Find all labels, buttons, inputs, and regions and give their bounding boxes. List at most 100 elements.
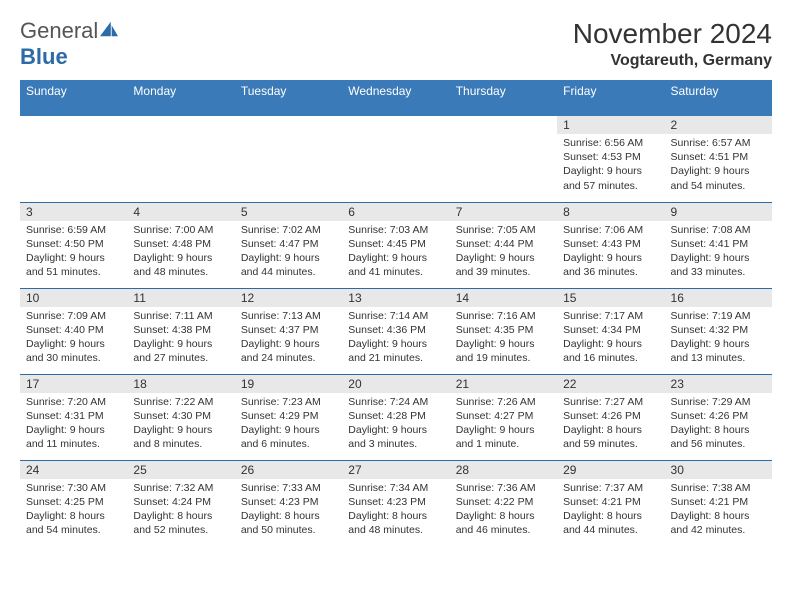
sunset-text: Sunset: 4:34 PM (563, 323, 658, 337)
sunrise-text: Sunrise: 6:56 AM (563, 136, 658, 150)
daylight-text: Daylight: 8 hours and 56 minutes. (671, 423, 766, 451)
calendar-week-row: 3Sunrise: 6:59 AMSunset: 4:50 PMDaylight… (20, 202, 772, 288)
day-number: 15 (557, 289, 664, 307)
daylight-text: Daylight: 9 hours and 44 minutes. (241, 251, 336, 279)
sunset-text: Sunset: 4:41 PM (671, 237, 766, 251)
sunset-text: Sunset: 4:50 PM (26, 237, 121, 251)
weekday-sunday: Sunday (20, 80, 127, 102)
day-number: 3 (20, 203, 127, 221)
daylight-text: Daylight: 9 hours and 41 minutes. (348, 251, 443, 279)
day-details: Sunrise: 7:14 AMSunset: 4:36 PMDaylight:… (342, 307, 449, 370)
day-number: 30 (665, 461, 772, 479)
sunrise-text: Sunrise: 7:23 AM (241, 395, 336, 409)
calendar-day-cell (450, 116, 557, 202)
sunrise-text: Sunrise: 7:20 AM (26, 395, 121, 409)
sunset-text: Sunset: 4:28 PM (348, 409, 443, 423)
daylight-text: Daylight: 8 hours and 59 minutes. (563, 423, 658, 451)
sunset-text: Sunset: 4:26 PM (671, 409, 766, 423)
calendar-day-cell: 17Sunrise: 7:20 AMSunset: 4:31 PMDayligh… (20, 374, 127, 460)
sunset-text: Sunset: 4:38 PM (133, 323, 228, 337)
daylight-text: Daylight: 9 hours and 27 minutes. (133, 337, 228, 365)
day-details: Sunrise: 6:56 AMSunset: 4:53 PMDaylight:… (557, 134, 664, 197)
calendar-day-cell: 21Sunrise: 7:26 AMSunset: 4:27 PMDayligh… (450, 374, 557, 460)
sunrise-text: Sunrise: 7:22 AM (133, 395, 228, 409)
sunrise-text: Sunrise: 7:02 AM (241, 223, 336, 237)
calendar-day-cell: 19Sunrise: 7:23 AMSunset: 4:29 PMDayligh… (235, 374, 342, 460)
sunset-text: Sunset: 4:37 PM (241, 323, 336, 337)
sunrise-text: Sunrise: 7:29 AM (671, 395, 766, 409)
day-details: Sunrise: 6:59 AMSunset: 4:50 PMDaylight:… (20, 221, 127, 284)
weekday-monday: Monday (127, 80, 234, 102)
day-number: 22 (557, 375, 664, 393)
calendar-day-cell: 10 Sunrise: 7:09 AMSunset: 4:40 PMDayligh… (20, 288, 127, 374)
sunrise-text: Sunrise: 7:38 AM (671, 481, 766, 495)
day-details: Sunrise: 7:13 AMSunset: 4:37 PMDaylight:… (235, 307, 342, 370)
day-details: Sunrise: 7:23 AMSunset: 4:29 PMDaylight:… (235, 393, 342, 456)
daylight-text: Daylight: 9 hours and 11 minutes. (26, 423, 121, 451)
sunset-text: Sunset: 4:53 PM (563, 150, 658, 164)
sunrise-text: Sunrise: 7:05 AM (456, 223, 551, 237)
sunset-text: Sunset: 4:35 PM (456, 323, 551, 337)
calendar-week-row: 1Sunrise: 6:56 AMSunset: 4:53 PMDaylight… (20, 116, 772, 202)
day-details: Sunrise: 7:32 AMSunset: 4:24 PMDaylight:… (127, 479, 234, 542)
sunset-text: Sunset: 4:25 PM (26, 495, 121, 509)
sunrise-text: Sunrise: 7:14 AM (348, 309, 443, 323)
calendar-day-cell: 18Sunrise: 7:22 AMSunset: 4:30 PMDayligh… (127, 374, 234, 460)
day-number: 17 (20, 375, 127, 393)
calendar-day-cell (20, 116, 127, 202)
sunrise-text: Sunrise: 7:30 AM (26, 481, 121, 495)
day-details: Sunrise: 7:36 AMSunset: 4:22 PMDaylight:… (450, 479, 557, 542)
day-details: Sunrise: 7:34 AMSunset: 4:23 PMDaylight:… (342, 479, 449, 542)
day-details: Sunrise: 7:08 AMSunset: 4:41 PMDaylight:… (665, 221, 772, 284)
calendar-day-cell: 30Sunrise: 7:38 AMSunset: 4:21 PMDayligh… (665, 460, 772, 546)
calendar-day-cell: 2Sunrise: 6:57 AMSunset: 4:51 PMDaylight… (665, 116, 772, 202)
sunrise-text: Sunrise: 6:59 AM (26, 223, 121, 237)
daylight-text: Daylight: 9 hours and 36 minutes. (563, 251, 658, 279)
weekday-saturday: Saturday (665, 80, 772, 102)
day-details: Sunrise: 7:20 AMSunset: 4:31 PMDaylight:… (20, 393, 127, 456)
sunset-text: Sunset: 4:32 PM (671, 323, 766, 337)
day-number: 10 (20, 289, 127, 307)
day-number: 4 (127, 203, 234, 221)
sunset-text: Sunset: 4:40 PM (26, 323, 121, 337)
calendar-day-cell: 16Sunrise: 7:19 AMSunset: 4:32 PMDayligh… (665, 288, 772, 374)
calendar-day-cell: 20Sunrise: 7:24 AMSunset: 4:28 PMDayligh… (342, 374, 449, 460)
day-details: Sunrise: 7:27 AMSunset: 4:26 PMDaylight:… (557, 393, 664, 456)
day-number: 24 (20, 461, 127, 479)
title-block: November 2024 Vogtareuth, Germany (573, 18, 772, 70)
calendar-day-cell: 5Sunrise: 7:02 AMSunset: 4:47 PMDaylight… (235, 202, 342, 288)
day-details: Sunrise: 7:29 AMSunset: 4:26 PMDaylight:… (665, 393, 772, 456)
weekday-wednesday: Wednesday (342, 80, 449, 102)
sunset-text: Sunset: 4:43 PM (563, 237, 658, 251)
sunrise-text: Sunrise: 7:09 AM (26, 309, 121, 323)
day-details: Sunrise: 7:03 AMSunset: 4:45 PMDaylight:… (342, 221, 449, 284)
day-details: Sunrise: 7:02 AMSunset: 4:47 PMDaylight:… (235, 221, 342, 284)
calendar-day-cell: 29Sunrise: 7:37 AMSunset: 4:21 PMDayligh… (557, 460, 664, 546)
calendar-day-cell: 23Sunrise: 7:29 AMSunset: 4:26 PMDayligh… (665, 374, 772, 460)
brand-text: General Blue (20, 18, 120, 70)
day-number: 12 (235, 289, 342, 307)
daylight-text: Daylight: 9 hours and 30 minutes. (26, 337, 121, 365)
sunrise-text: Sunrise: 7:13 AM (241, 309, 336, 323)
day-number: 21 (450, 375, 557, 393)
calendar-day-cell: 13Sunrise: 7:14 AMSunset: 4:36 PMDayligh… (342, 288, 449, 374)
day-number: 16 (665, 289, 772, 307)
day-details: Sunrise: 6:57 AMSunset: 4:51 PMDaylight:… (665, 134, 772, 197)
day-details: Sunrise: 7:00 AMSunset: 4:48 PMDaylight:… (127, 221, 234, 284)
day-details: Sunrise: 7:37 AMSunset: 4:21 PMDaylight:… (557, 479, 664, 542)
calendar-week-row: 24 Sunrise: 7:30 AMSunset: 4:25 PMDayligh… (20, 460, 772, 546)
day-details: Sunrise: 7:11 AMSunset: 4:38 PMDaylight:… (127, 307, 234, 370)
daylight-text: Daylight: 8 hours and 54 minutes. (26, 509, 121, 537)
day-details: Sunrise: 7:05 AMSunset: 4:44 PMDaylight:… (450, 221, 557, 284)
day-details: Sunrise: 7:24 AMSunset: 4:28 PMDaylight:… (342, 393, 449, 456)
header: General Blue November 2024 Vogtareuth, G… (20, 18, 772, 70)
calendar-day-cell: 1Sunrise: 6:56 AMSunset: 4:53 PMDaylight… (557, 116, 664, 202)
brand-name-2: Blue (20, 44, 68, 69)
sunset-text: Sunset: 4:23 PM (348, 495, 443, 509)
day-number: 11 (127, 289, 234, 307)
day-number: 2 (665, 116, 772, 134)
daylight-text: Daylight: 9 hours and 6 minutes. (241, 423, 336, 451)
day-number: 29 (557, 461, 664, 479)
sunrise-text: Sunrise: 7:06 AM (563, 223, 658, 237)
day-details: Sunrise: 7:06 AMSunset: 4:43 PMDaylight:… (557, 221, 664, 284)
